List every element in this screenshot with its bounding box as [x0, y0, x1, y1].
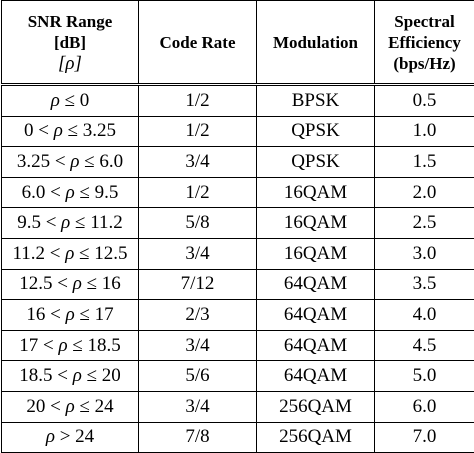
table-row: 9.5 < ρ ≤ 11.2 5/8 16QAM 2.5 — [1, 207, 474, 239]
snr-range-cell: 0 < ρ ≤ 3.25 — [1, 115, 139, 148]
code-rate-cell: 7/12 — [138, 268, 257, 301]
header-snr-line2: [dB] — [53, 32, 87, 52]
spectral-efficiency-cell: 5.0 — [374, 360, 474, 392]
snr-range-cell: 12.5 < ρ ≤ 16 — [1, 268, 139, 301]
code-rate-cell: 3/4 — [138, 390, 257, 423]
table-row: 11.2 < ρ ≤ 12.5 3/4 16QAM 3.0 — [1, 237, 474, 270]
snr-range-cell: 20 < ρ ≤ 24 — [1, 390, 139, 423]
table-row: ρ > 24 7/8 256QAM 7.0 — [1, 421, 474, 453]
header-row: SNR Range [dB] [ρ] Code Rate Modulation … — [1, 0, 474, 86]
spectral-efficiency-cell: 4.5 — [374, 329, 474, 362]
code-rate-cell: 1/2 — [138, 115, 257, 148]
table-row: 12.5 < ρ ≤ 16 7/12 64QAM 3.5 — [1, 268, 474, 301]
snr-range-cell: 3.25 < ρ ≤ 6.0 — [1, 146, 139, 178]
table-row: 16 < ρ ≤ 17 2/3 64QAM 4.0 — [1, 299, 474, 331]
code-rate-cell: 3/4 — [138, 237, 257, 270]
modulation-cell: 16QAM — [256, 237, 375, 270]
spectral-efficiency-cell: 0.5 — [374, 84, 474, 117]
modulation-cell: 16QAM — [256, 207, 375, 239]
spectral-efficiency-cell: 1.0 — [374, 115, 474, 148]
modulation-cell: QPSK — [256, 146, 375, 178]
modulation-cell: 64QAM — [256, 268, 375, 301]
code-rate-cell: 5/6 — [138, 360, 257, 392]
code-rate-cell: 5/8 — [138, 207, 257, 239]
modulation-cell: 16QAM — [256, 176, 375, 209]
snr-range-cell: 16 < ρ ≤ 17 — [1, 299, 139, 331]
snr-range-cell: 11.2 < ρ ≤ 12.5 — [1, 237, 139, 270]
code-rate-cell: 3/4 — [138, 146, 257, 178]
spectral-efficiency-cell: 1.5 — [374, 146, 474, 178]
table-body: ρ ≤ 0 1/2 BPSK 0.5 0 < ρ ≤ 3.25 1/2 QPSK 1.0 3.2… — [1, 84, 474, 453]
header-spectral-efficiency: Spectral Efficiency (bps/Hz) — [374, 0, 474, 86]
table-row: 17 < ρ ≤ 18.5 3/4 64QAM 4.5 — [1, 329, 474, 362]
modulation-cell: QPSK — [256, 115, 375, 148]
code-rate-cell: 3/4 — [138, 329, 257, 362]
snr-range-cell: 18.5 < ρ ≤ 20 — [1, 360, 139, 392]
modulation-cell: 64QAM — [256, 299, 375, 331]
header-efficiency-line1: Spectral — [394, 11, 455, 31]
code-rate-cell: 1/2 — [138, 176, 257, 209]
code-rate-cell: 7/8 — [138, 421, 257, 453]
table-row: ρ ≤ 0 1/2 BPSK 0.5 — [1, 84, 474, 117]
modulation-cell: 256QAM — [256, 390, 375, 423]
header-efficiency-line2: Efficiency — [388, 32, 461, 52]
modulation-cell: BPSK — [256, 84, 375, 117]
snr-range-cell: 17 < ρ ≤ 18.5 — [1, 329, 139, 362]
table-row: 18.5 < ρ ≤ 20 5/6 64QAM 5.0 — [1, 360, 474, 392]
header-efficiency-line3: (bps/Hz) — [393, 53, 456, 73]
snr-range-cell: ρ > 24 — [1, 421, 139, 453]
spectral-efficiency-cell: 2.5 — [374, 207, 474, 239]
spectral-efficiency-cell: 3.0 — [374, 237, 474, 270]
spectral-efficiency-cell: 6.0 — [374, 390, 474, 423]
spectral-efficiency-cell: 3.5 — [374, 268, 474, 301]
code-rate-cell: 1/2 — [138, 84, 257, 117]
table-row: 3.25 < ρ ≤ 6.0 3/4 QPSK 1.5 — [1, 146, 474, 178]
table-row: 6.0 < ρ ≤ 9.5 1/2 16QAM 2.0 — [1, 176, 474, 209]
header-snr-line1: SNR Range — [27, 11, 113, 31]
modulation-cell: 64QAM — [256, 360, 375, 392]
code-rate-cell: 2/3 — [138, 299, 257, 331]
spectral-efficiency-cell: 4.0 — [374, 299, 474, 331]
spectral-efficiency-cell: 7.0 — [374, 421, 474, 453]
header-snr-line3: [ρ] — [58, 52, 82, 74]
modulation-cell: 64QAM — [256, 329, 375, 362]
snr-range-cell: ρ ≤ 0 — [1, 84, 139, 117]
snr-range-cell: 6.0 < ρ ≤ 9.5 — [1, 176, 139, 209]
modulation-cell: 256QAM — [256, 421, 375, 453]
header-snr-range: SNR Range [dB] [ρ] — [1, 0, 139, 86]
header-code-rate: Code Rate — [138, 0, 257, 86]
snr-range-cell: 9.5 < ρ ≤ 11.2 — [1, 207, 139, 239]
spectral-efficiency-cell: 2.0 — [374, 176, 474, 209]
header-modulation: Modulation — [256, 0, 375, 86]
table-row: 20 < ρ ≤ 24 3/4 256QAM 6.0 — [1, 390, 474, 423]
table-row: 0 < ρ ≤ 3.25 1/2 QPSK 1.0 — [1, 115, 474, 148]
